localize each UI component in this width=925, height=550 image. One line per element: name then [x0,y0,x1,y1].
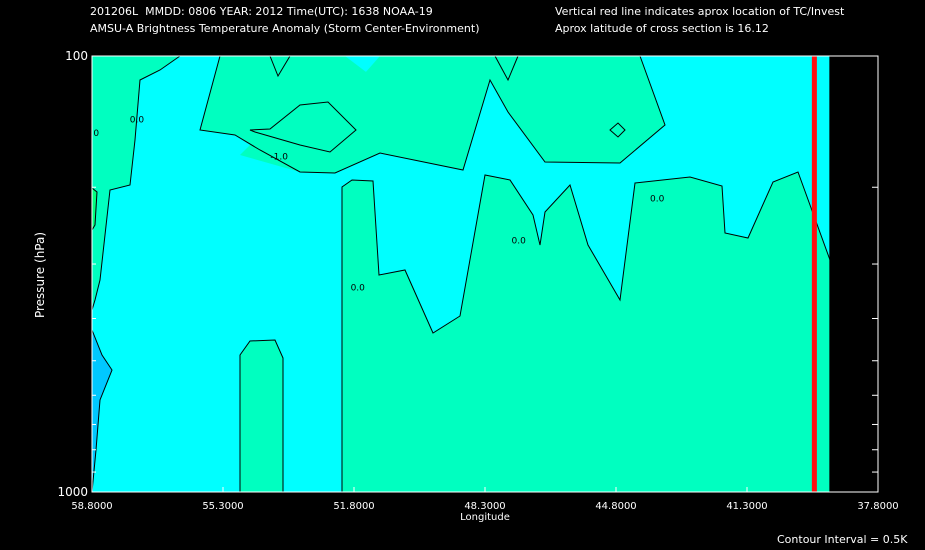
header-line2: AMSU-A Brightness Temperature Anomaly (S… [90,22,480,35]
x-tick-label: 58.8000 [71,501,112,512]
region-top-left [92,56,180,310]
contour-line-left-bright [91,187,98,231]
anomaly-fill-regions [92,56,854,492]
contour-line-minus1 [249,101,357,153]
tc-note: Vertical red line indicates aprox locati… [555,5,845,18]
contour-label: 0.0 [512,237,527,247]
x-tick-label: 48.3000 [464,501,505,512]
region-left-blue [92,330,112,492]
x-tick-label: 37.8000 [857,501,898,512]
contour-line-main [341,171,855,492]
x-tick-label: 44.8000 [595,501,636,512]
contour-interval: Contour Interval = 0.5K [777,533,908,546]
x-axis-label: Longitude [460,512,510,523]
no-data-region [829,56,878,492]
y-tick-label: 1000 [57,485,88,499]
region-lower-left [240,340,283,492]
header-line1: 201206L MMDD: 0806 YEAR: 2012 Time(UTC):… [90,5,433,18]
region-left-bright [92,188,97,230]
x-tick-label: 51.8000 [333,501,374,512]
contour-line-lower-left [239,339,284,492]
contour-line-left-blue [91,329,113,493]
contour-line-small-top2 [494,55,519,82]
x-tick-labels: 58.8000 55.3000 51.8000 48.3000 44.8000 41.30… [71,487,899,512]
contour-label: 0.0 [351,284,366,294]
latitude-note: Aprox latitude of cross section is 16.12 [555,22,769,35]
contour-line-diamond [609,122,626,138]
contour-line-top-left [91,55,181,311]
contour-line-small-top [269,55,291,78]
contour-label: 0.0 [650,194,665,204]
x-tick-label: 55.3000 [202,501,243,512]
contour-lines [91,55,855,493]
region-main-lower [342,172,854,492]
y-axis-label: Pressure (hPa) [33,232,47,318]
contour-line-top-middle [199,55,666,174]
y-tick-labels: 100 1000 [57,49,88,499]
contour-label: -1.0 [270,152,288,162]
contour-label: 0.0 [130,116,145,126]
y-tick-label: 100 [65,49,88,63]
y-minor-ticks [92,186,878,473]
region-top-center [240,56,665,173]
x-tick-label: 41.3000 [726,501,767,512]
